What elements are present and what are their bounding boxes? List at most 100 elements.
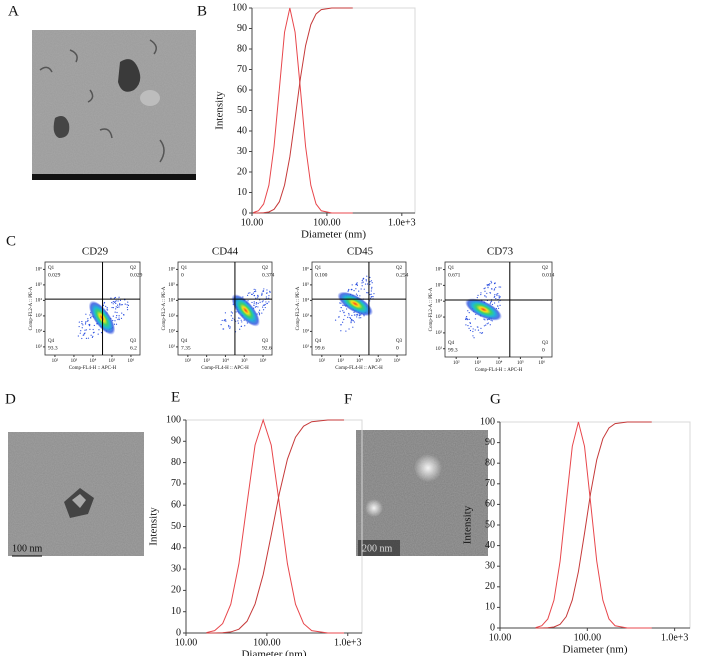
event-dot [349,317,352,319]
y-tick-label: 60 [237,84,247,95]
event-dot [240,319,242,321]
event-dot [264,306,266,309]
event-dot [474,329,476,331]
event-dot [82,324,84,326]
event-dot [473,337,475,339]
event-dot [231,312,234,314]
event-dot [468,311,470,314]
event-dot [465,317,467,319]
series-line [206,419,345,634]
x-tick-label: 10⁶ [128,358,135,364]
event-dot [371,282,373,284]
event-dot [116,306,119,308]
event-dot [87,318,89,320]
event-dot [469,329,472,332]
event-dot [365,279,367,281]
y-tick-label: 60 [171,499,181,510]
y-tick-label: 70 [485,478,495,489]
x-tick-label: 1.0e+3 [334,637,362,648]
event-dot [360,317,362,319]
event-dot [230,315,232,317]
event-dot [489,292,492,294]
event-dot [262,306,264,308]
event-cloud [334,275,375,332]
event-dot [499,304,501,306]
scale-bar-label: 100 nm [12,543,43,554]
event-dot [119,299,122,301]
x-tick-label: 10⁴ [222,358,229,364]
event-dot [364,283,367,285]
y-axis-label: Comp-FL2-A :: PE-A [296,286,301,330]
quadrant-value: 0.029 [130,272,143,278]
event-dot [339,310,341,312]
series-line [253,7,353,214]
event-dot [254,306,256,308]
y-tick-label: 0 [242,207,247,218]
event-dot [253,290,256,293]
event-dot [486,292,488,294]
event-dot [262,309,265,311]
event-dot [489,324,491,326]
event-dot [90,334,92,336]
y-tick-label: 100 [480,416,495,427]
y-axis-label: Comp-FL2-A :: PE-A [162,286,167,330]
event-dot [265,301,267,303]
y-tick-label: 20 [171,585,181,596]
plot-frame [499,421,691,629]
event-dot [494,295,496,297]
event-dot [467,324,469,327]
event-dot [118,304,121,306]
event-dot [472,330,474,333]
quadrant-value: 0.014 [542,272,555,278]
y-tick-label: 80 [237,43,247,54]
x-tick-label: 10⁶ [394,358,401,364]
event-dot [362,281,364,283]
event-dot [115,323,118,325]
event-dot [112,303,114,305]
event-dot [498,301,500,303]
event-dot [488,284,490,286]
x-tick-label: 10³ [71,358,78,364]
event-dot [85,320,87,323]
y-tick-label: 90 [237,23,247,34]
event-dot [253,304,255,307]
event-dot [105,305,107,307]
y-tick-label: 10³ [169,313,176,319]
event-dot [261,292,263,294]
event-dot [477,329,480,331]
event-dot [240,325,243,327]
quadrant-name: Q3 [262,339,269,344]
event-dot [100,331,103,334]
event-dot [360,288,362,290]
event-dot [498,295,500,297]
y-tick-label: 10³ [36,313,43,319]
event-dot [487,283,490,286]
y-tick-label: 10² [36,329,43,335]
event-dot [469,322,471,324]
event-dot [97,333,99,335]
y-tick-label: 20 [485,581,495,592]
quadrant-name: Q2 [262,266,269,271]
event-dot [257,297,259,299]
event-dot [494,293,496,296]
event-dot [116,315,118,317]
event-dot [484,319,486,321]
event-dot [253,295,255,297]
event-density [231,294,260,327]
event-dot [468,327,470,329]
event-dot [371,286,373,288]
quadrant-name: Q1 [315,266,322,271]
event-dot [262,300,264,302]
event-dot [124,303,126,305]
event-dot [239,328,241,330]
event-dot [342,321,344,323]
event-dot [126,306,129,308]
event-dot [247,292,250,294]
quadrant-value: 7.35 [181,345,191,351]
event-dot [367,292,369,294]
event-dot [366,275,368,277]
y-tick-label: 10 [237,187,247,198]
series-line [535,421,652,629]
event-dot [340,323,342,326]
event-dot [241,321,243,323]
